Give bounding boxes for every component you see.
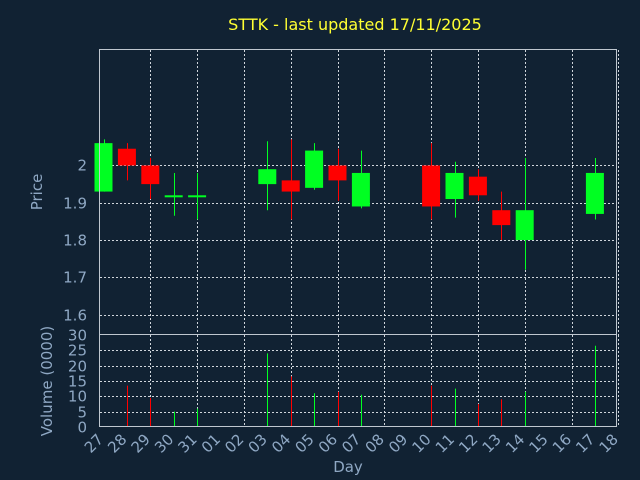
x-tick-label: 28 xyxy=(104,430,130,456)
x-tick-labels: 2728293031010203040506070809101112131415… xyxy=(81,430,622,456)
candle-body xyxy=(422,165,441,207)
candle-body xyxy=(141,165,160,185)
x-tick-label: 01 xyxy=(198,430,224,456)
volume-tick-label: 25 xyxy=(68,342,87,360)
price-tick-label: 1.7 xyxy=(63,269,87,287)
candle-body xyxy=(258,169,277,185)
x-tick-label: 12 xyxy=(455,430,481,456)
candle-body xyxy=(445,172,464,200)
x-tick-label: 17 xyxy=(572,430,598,456)
x-tick-label: 30 xyxy=(151,430,177,456)
candle-body xyxy=(492,210,511,226)
x-tick-label: 11 xyxy=(432,430,458,456)
x-tick-label: 05 xyxy=(291,430,317,456)
price-candles xyxy=(94,139,604,270)
x-axis-label: Day xyxy=(333,458,363,476)
candle-body xyxy=(351,172,370,207)
candle-body xyxy=(328,165,347,181)
candle-body xyxy=(515,210,534,240)
candle-body xyxy=(281,180,300,192)
x-tick-label: 06 xyxy=(315,430,341,456)
price-tick-label: 1.6 xyxy=(63,307,87,325)
volume-grid xyxy=(100,335,619,427)
volume-tick-label: 10 xyxy=(68,388,87,406)
volume-tick-label: 0 xyxy=(77,419,87,437)
x-tick-label: 18 xyxy=(596,430,622,456)
price-tick-label: 1.8 xyxy=(63,232,87,250)
price-axis-label: Price xyxy=(28,174,46,211)
candle-body xyxy=(94,143,113,192)
x-tick-label: 02 xyxy=(221,430,247,456)
chart-title: STTK - last updated 17/11/2025 xyxy=(228,15,482,34)
candle-body xyxy=(585,172,604,214)
x-tick-label: 14 xyxy=(502,430,528,456)
price-grid xyxy=(100,50,619,335)
volume-tick-label: 5 xyxy=(77,404,87,422)
volume-bars xyxy=(127,345,596,427)
x-tick-label: 03 xyxy=(245,430,271,456)
candle-body xyxy=(188,195,207,198)
price-tick-label: 2 xyxy=(77,157,87,175)
x-tick-label: 08 xyxy=(362,430,388,456)
x-tick-label: 09 xyxy=(385,430,411,456)
x-tick-label: 16 xyxy=(549,430,575,456)
x-tick-label: 10 xyxy=(408,430,434,456)
candle-body xyxy=(305,150,324,188)
volume-tick-label: 20 xyxy=(68,358,87,376)
volume-axis-label: Volume (0000) xyxy=(38,326,56,436)
volume-panel-frame xyxy=(99,334,617,427)
volume-tick-label: 30 xyxy=(68,327,87,345)
candle-body xyxy=(468,176,487,196)
x-tick-label: 31 xyxy=(174,430,200,456)
x-tick-label: 04 xyxy=(268,430,294,456)
x-tick-label: 13 xyxy=(479,430,505,456)
candle-body xyxy=(164,195,183,198)
x-tick-label: 07 xyxy=(338,430,364,456)
volume-tick-label: 15 xyxy=(68,373,87,391)
price-tick-label: 1.9 xyxy=(63,195,87,213)
candle-body xyxy=(117,148,136,166)
x-tick-label: 15 xyxy=(525,430,551,456)
x-tick-label: 29 xyxy=(128,430,154,456)
